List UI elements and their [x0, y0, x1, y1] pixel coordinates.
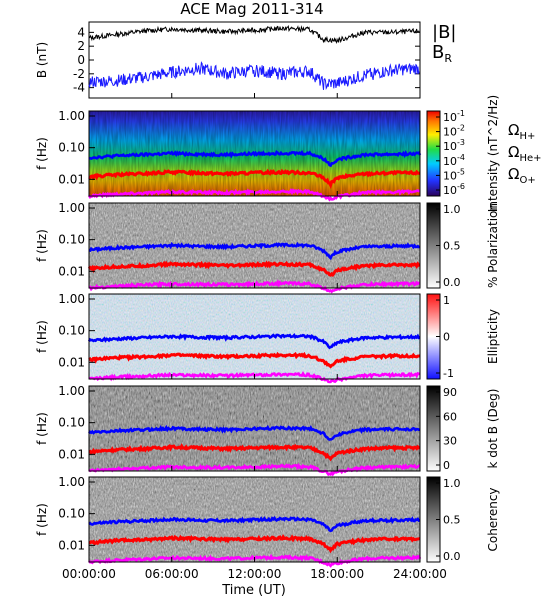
f-ylabel: f (Hz): [35, 503, 49, 536]
k-dot-b-colorbar: [426, 385, 441, 472]
x-tick-label: 06:00:00: [145, 567, 199, 581]
colorbar-tick-label: 0.5: [443, 240, 461, 253]
coherency-colorbar-label: Coherency: [486, 487, 500, 551]
colorbar-tick-exponent: -3: [457, 138, 465, 147]
b-plot-frame: [88, 21, 421, 99]
legend-gyro-subscript: H+: [519, 131, 535, 142]
colorbar-tick-label: 0.0: [443, 276, 461, 289]
f-ytick-label: 1.00: [58, 292, 85, 306]
spectral-panel-coherency: 1.00 0.10 0.01 f (Hz) 1.0 0.5 0.0 Coherency: [35, 475, 500, 568]
legend-gyro-h-plus: ΩH+: [508, 121, 535, 142]
f-ytick-label: 0.10: [58, 141, 85, 155]
x-tick-label: 00:00:00: [62, 567, 116, 581]
f-ylabel: f (Hz): [35, 320, 49, 353]
legend-gyro-he-plus: ΩHe+: [508, 143, 542, 164]
spectral-panel-k-dot-b: 1.00 0.10 0.01 f (Hz) 90 60 30 0 k dot B (Deg): [35, 384, 500, 477]
f-ytick-label: 1.00: [58, 475, 85, 489]
b-ytick-label: 4: [77, 25, 85, 39]
colorbar-tick-label: 10-6: [443, 182, 465, 197]
time-x-axis: 00:00:00 06:00:00 12:00:00 18:00:00 24:00:00: [62, 93, 447, 581]
colorbar-tick-label: 1.0: [443, 203, 461, 216]
b-r-series-line: [88, 61, 420, 90]
colorbar-tick-label: -1: [443, 367, 454, 380]
power-spectral-density-colorbar-label: Intensity (nT^2/Hz): [486, 95, 500, 212]
legend-b-total: |B|: [432, 22, 456, 43]
colorbar-tick-label: 1: [443, 294, 450, 307]
magnetic-field-panel: 420-2-4 B (nT) |B| BR: [35, 21, 456, 99]
f-ytick-label: 0.10: [58, 416, 85, 430]
legend-gyro-subscript: He+: [519, 153, 541, 164]
f-ytick-label: 0.01: [58, 172, 85, 186]
he-plus-gyrofrequency-line: [88, 351, 421, 369]
f-ytick-label: 0.10: [58, 507, 85, 521]
f-ytick-label: 1.00: [58, 384, 85, 398]
colorbar-tick-exponent: -4: [457, 153, 465, 162]
colorbar-tick-exponent: -2: [457, 124, 465, 133]
b-series-lines: [88, 25, 420, 90]
f-ytick-label: 0.10: [58, 233, 85, 247]
he-plus-gyrofrequency-line: [88, 443, 421, 462]
h-plus-gyrofrequency-line: [88, 241, 421, 261]
x-axis-label: Time (UT): [221, 583, 286, 598]
colorbar-tick-label: 10-1: [443, 109, 465, 124]
colorbar-tick-label: 0: [443, 459, 450, 472]
f-ytick-label: 0.01: [58, 355, 85, 369]
he-plus-gyrofrequency-line: [88, 168, 421, 190]
b-ytick-label: -2: [73, 67, 85, 81]
h-plus-gyrofrequency-line: [87, 333, 421, 350]
spectral-panel-polarization: 1.00 0.10 0.01 f (Hz) 1.0 0.5 0.0 % Polarizatio…: [35, 201, 500, 294]
polarization-colorbar-label: % Polarization: [486, 203, 500, 288]
legend-gyro-subscript: O+: [519, 175, 535, 186]
colorbar-tick-label: 90: [443, 386, 457, 399]
legend-b-r-sub: R: [444, 52, 452, 65]
b-ytick-label: 2: [77, 39, 85, 53]
f-ytick-label: 0.10: [58, 324, 85, 338]
x-tick-label: 24:00:00: [393, 567, 447, 581]
colorbar-tick-label: 10-3: [443, 138, 465, 153]
f-ylabel: f (Hz): [35, 229, 49, 262]
colorbar-tick-exponent: -6: [457, 182, 465, 191]
he-plus-gyrofrequency-line: [87, 260, 421, 278]
he-plus-gyrofrequency-line: [88, 533, 421, 554]
f-ytick-label: 1.00: [58, 201, 85, 215]
spectral-panels: 1.000.100.01f (Hz)10-110-210-310-410-510…: [35, 95, 542, 568]
legend-b-r-main: B: [432, 42, 444, 63]
f-ylabel: f (Hz): [35, 412, 49, 445]
f-ytick-label: 0.01: [58, 538, 85, 552]
f-ytick-label: 1.00: [58, 109, 85, 123]
h-plus-gyrofrequency-line: [88, 424, 421, 441]
colorbar-tick-label: 0.5: [443, 514, 461, 527]
colorbar-tick-exponent: -5: [457, 167, 465, 176]
colorbar-tick-label: 60: [443, 410, 457, 423]
power-spectral-density-colorbar: [426, 110, 441, 197]
f-ytick-label: 0.01: [58, 447, 85, 461]
colorbar-tick-label: 30: [443, 435, 457, 448]
b-ytick-label: -4: [73, 81, 85, 95]
colorbar-tick-label: 0: [443, 331, 450, 344]
f-ytick-label: 0.01: [58, 264, 85, 278]
legend-gyro-o-plus: ΩO+: [508, 165, 536, 186]
x-tick-label: 18:00:00: [310, 567, 364, 581]
x-tick-label: 12:00:00: [228, 567, 282, 581]
b-ytick-label: 0: [77, 53, 85, 67]
colorbar-tick-label: 10-4: [443, 153, 465, 168]
colorbar-tick-label: 1.0: [443, 477, 461, 490]
legend-b-r: BR: [432, 42, 452, 65]
b-ylabel: B (nT): [35, 42, 49, 78]
ellipticity-colorbar-label: Ellipticity: [486, 309, 500, 364]
f-ylabel: f (Hz): [35, 137, 49, 170]
k-dot-b-colorbar-label: k dot B (Deg): [486, 389, 500, 469]
h-plus-gyrofrequency-line: [88, 515, 421, 533]
colorbar-tick-exponent: -1: [457, 109, 465, 118]
h-plus-gyrofrequency-line: [88, 149, 422, 168]
colorbar-tick-label: 10-5: [443, 167, 465, 182]
figure-title: ACE Mag 2011-314: [180, 0, 323, 18]
spectral-panel-power-spectral-density: 1.00 0.10 0.01 f (Hz) 10-110-210-310-410-510…: [35, 95, 542, 212]
b-total-series-line: [88, 25, 420, 44]
colorbar-tick-label: 0.0: [443, 550, 461, 563]
colorbar-tick-label: 10-2: [443, 124, 465, 139]
b-y-axis: 420-2-4: [73, 25, 420, 95]
spectral-panel-ellipticity: 1.00 0.10 0.01 f (Hz) 1 0 -1 Ellipticity: [35, 292, 500, 384]
